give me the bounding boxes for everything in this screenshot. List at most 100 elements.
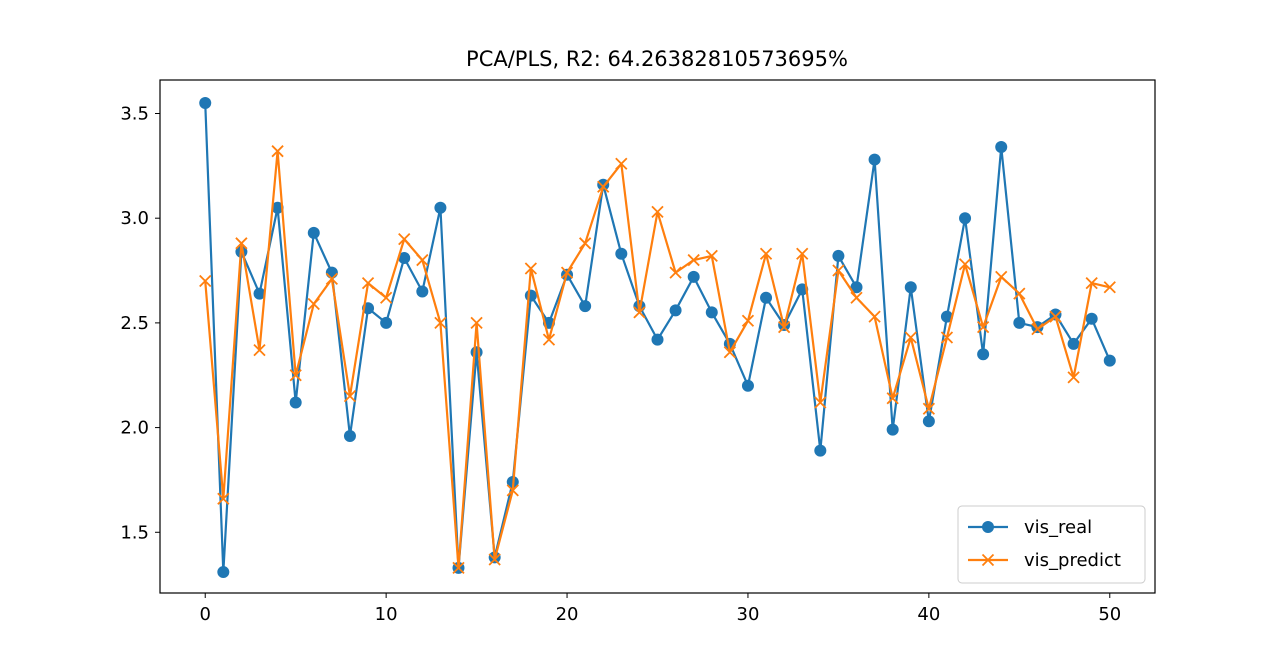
series-vis_predict [199,145,1116,575]
vis_predict-point [868,310,881,323]
vis_predict-point [796,247,809,260]
vis_real-point [832,249,845,262]
vis_predict-point [922,402,936,415]
vis_real-point [289,396,302,409]
vis_predict-point [253,343,266,357]
vis_predict-point [578,237,592,250]
legend-box [957,505,1146,584]
vis_real-point [271,201,284,214]
vis_real-point [922,415,935,428]
vis_real-point [615,247,628,260]
vis_real-point [651,333,664,346]
vis_real-point [1103,354,1116,367]
vis_real-point [741,379,754,392]
vis_predict-point [759,247,773,260]
legend-item-vis_predict: vis_predict [968,550,1121,571]
vis_predict-point [398,232,411,246]
vis_predict-point [542,333,556,346]
legend-item-vis_real: vis_real [968,517,1092,538]
vis_real-point [398,251,411,264]
vis_predict-point [904,331,917,344]
vis_predict-point [615,157,628,170]
vis_predict-point [886,392,899,405]
vis_real-point [524,289,537,302]
vis_real-point [1013,316,1026,329]
vis_predict-point [361,276,375,290]
vis_predict-point [325,272,339,286]
vis_predict-point [379,291,393,304]
vis_real-point [940,310,953,323]
vis_real-point [977,348,990,361]
vis_predict-point [199,274,212,288]
vis_real-point [434,201,447,214]
vis_predict-point [633,306,646,319]
chart-title: PCA/PLS, R2: 64.26382810573695% [466,47,848,71]
vis_predict-point [1067,371,1080,384]
vis_predict-point [1049,310,1062,323]
vis_predict-point [488,553,501,566]
vis_predict-point [940,331,954,344]
vis_real-point [1085,312,1098,325]
vis_predict-point [850,291,863,304]
vis_predict-point [669,266,682,279]
legend-label: vis_real [1024,517,1092,538]
vis_real-point [217,566,230,579]
vis_real-point [253,287,266,300]
y-tick-label: 2.5 [120,313,149,334]
vis_real-point [669,304,682,317]
vis_predict-point [506,484,519,497]
legend-marker [982,521,994,533]
vis_real-point [687,270,700,283]
vis_predict-point [434,316,447,330]
vis_predict-point [741,314,755,327]
legend-marker [981,553,995,567]
vis_predict-point [289,369,302,382]
vis_real-point [886,423,899,436]
x-tick-label: 50 [1098,604,1121,625]
vis_predict-point [705,249,718,263]
y-tick-label: 2.0 [120,418,149,439]
vis_predict-point [1013,287,1026,300]
vis_real-point [705,306,718,319]
x-tick-label: 10 [375,604,398,625]
vis_predict-point [958,258,972,271]
vis_predict-point [597,180,610,193]
vis_real-point [995,141,1008,154]
vis_predict-point [416,253,429,267]
vis_real-point [470,346,483,359]
vis_predict-point [723,346,737,359]
legend: vis_real vis_predict [957,505,1146,584]
vis_real-point [325,266,338,279]
x-tick-label: 20 [556,604,579,625]
vis_predict-point [1031,323,1044,336]
vis_predict-point [777,320,791,334]
vis_real-point [1067,337,1080,350]
vis_real-point [343,429,356,442]
vis_predict-point [560,266,574,279]
vis_real-point [416,285,429,298]
vis_predict-point [235,237,248,250]
vis_predict-point [832,264,845,277]
vis_predict-point [470,316,483,330]
vis_predict-point [343,390,357,403]
vis_predict-point [217,492,230,505]
vis_real-point [868,153,881,166]
x-tick-label: 30 [737,604,760,625]
vis_predict-point [271,145,284,158]
vis_real-point [850,281,863,294]
vis_real-point [959,212,972,225]
vis_predict-point [687,253,700,267]
vis_predict-point [651,205,664,219]
vis_predict-point [1103,281,1116,294]
x-tick-label: 40 [917,604,940,625]
vis_predict-point [976,320,990,334]
vis_predict-point [307,297,320,311]
y-tick-label: 3.5 [120,104,149,125]
vis_predict-point [452,561,465,575]
vis_real-point [380,316,393,329]
vis_real-point [904,281,917,294]
vis_real-point [307,226,320,239]
vis_real-point [760,291,773,304]
